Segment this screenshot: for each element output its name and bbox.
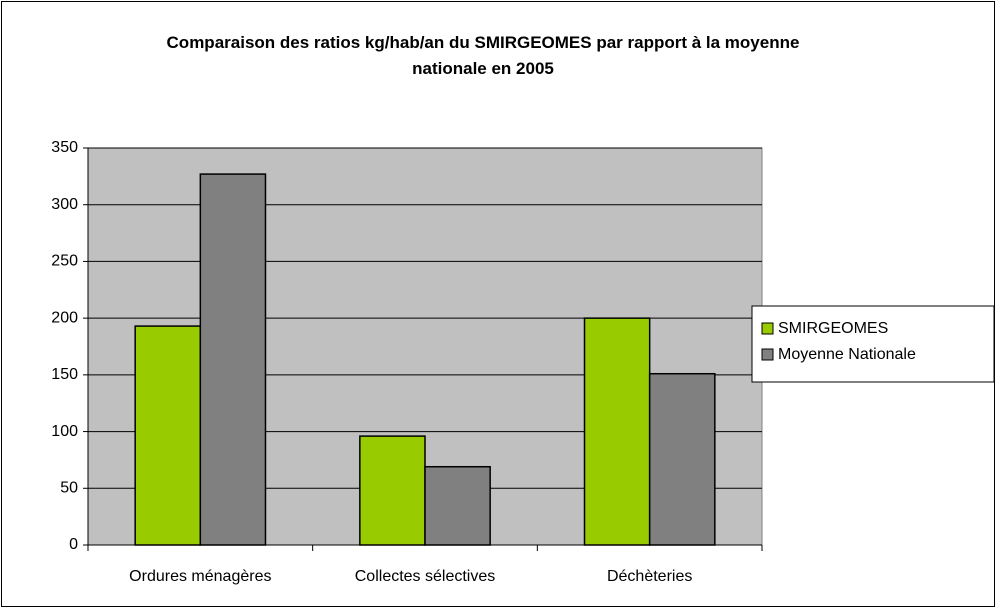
legend-swatch xyxy=(761,322,774,335)
bar xyxy=(199,173,267,546)
y-tick-label: 0 xyxy=(69,536,78,553)
bar xyxy=(583,317,651,546)
legend-label: Moyenne Nationale xyxy=(778,346,916,363)
x-tick-label: Déchèteries xyxy=(607,568,692,585)
legend xyxy=(751,305,995,383)
bar xyxy=(134,325,202,546)
bar xyxy=(359,435,426,546)
y-tick-label: 200 xyxy=(51,309,78,326)
bar xyxy=(424,465,491,546)
y-tick-label: 350 xyxy=(51,139,78,156)
y-tick-label: 50 xyxy=(60,480,78,497)
chart-title: Comparaison des ratios kg/hab/an du SMIR… xyxy=(166,33,800,78)
bar xyxy=(648,372,716,546)
legend-swatch xyxy=(761,348,774,361)
x-tick-label: Collectes sélectives xyxy=(355,568,496,585)
x-tick-label: Ordures ménagères xyxy=(129,568,271,585)
y-tick-label: 150 xyxy=(51,366,78,383)
y-tick-label: 100 xyxy=(51,423,78,440)
y-tick-label: 300 xyxy=(51,196,78,213)
y-tick-label: 250 xyxy=(51,253,78,270)
legend-label: SMIRGEOMES xyxy=(778,320,888,337)
